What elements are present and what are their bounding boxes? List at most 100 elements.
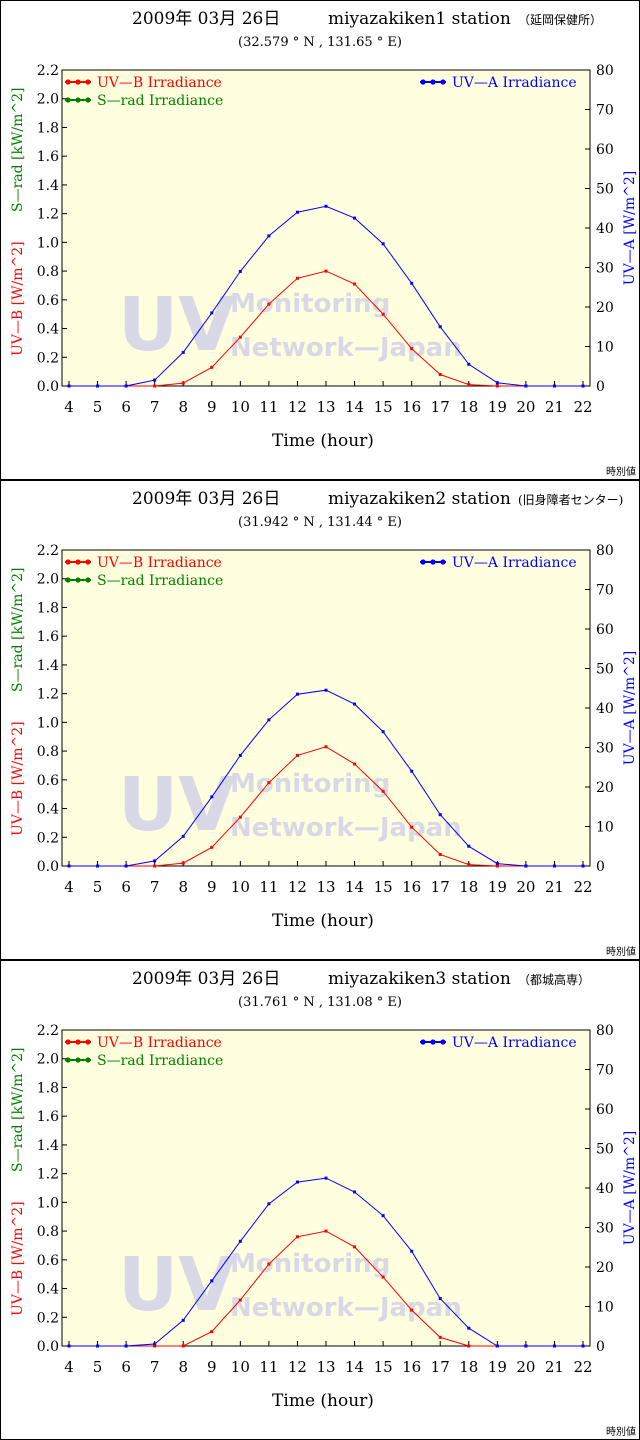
chart-location: (旧身障者センター) [518,492,623,507]
x-tick-label: 21 [545,878,564,896]
legend-uvb-swatch-dot [65,79,71,85]
chart-coords: (32.579 ° N , 131.65 ° E) [238,35,402,50]
right-tick-label: 70 [596,583,614,599]
legend-uvb-swatch-dot [85,1039,91,1045]
uva-axis-label: UV—A [W/m^2] [622,651,638,765]
data-point-uva [467,844,471,848]
legend-srad-label: S—rad Irradiance [97,573,223,589]
data-point-uvb [467,863,471,867]
left-tick-label: 0.2 [37,830,59,846]
legend-uva-swatch-dot [440,79,446,85]
legend-uva-label: UV—A Irradiance [452,1035,577,1051]
x-tick-label: 13 [316,1358,335,1376]
data-point-uvb [410,825,414,829]
x-tick-label: 7 [150,398,160,416]
left-tick-label: 0.2 [37,350,59,366]
data-point-uva [153,1342,157,1346]
x-tick-label: 14 [345,1358,364,1376]
x-tick-label: 10 [231,398,250,416]
watermark-line1: Monitoring [230,1249,390,1279]
legend-srad-swatch-dot [75,1057,81,1063]
left-axis-label-group: UV—B [W/m^2] S—rad [kW/m^2] [10,1048,26,1316]
watermark-line2: Network—Japan [230,333,462,363]
legend-srad-swatch-dot [85,1057,91,1063]
data-point-uva [581,864,585,868]
data-point-uvb [324,1229,328,1233]
data-point-uvb [324,745,328,749]
x-tick-label: 15 [374,398,393,416]
right-axis-label-group: UV—A [W/m^2] [622,171,638,285]
chart-location: （延岡保健所） [518,13,602,27]
data-point-uvb [467,383,471,387]
uvb-axis-label: UV—B [W/m^2] [10,1201,26,1316]
x-tick-label: 12 [288,1358,307,1376]
data-point-uvb [238,335,242,339]
right-tick-label: 20 [596,780,614,796]
legend-uva-swatch-dot [440,1039,446,1045]
x-tick-label: 4 [64,878,74,896]
left-tick-label: 0.6 [37,773,59,789]
left-tick-label: 1.8 [37,120,59,136]
x-tick-label: 20 [516,1358,535,1376]
legend-uva-swatch-dot [430,1039,436,1045]
x-tick-label: 18 [459,1358,478,1376]
data-point-uvb [267,781,271,785]
x-tick-label: 10 [231,878,250,896]
data-point-uva [210,795,214,799]
data-point-uva [67,1344,71,1348]
chart-station: miyazakiken3 station [328,969,511,989]
footer-note: 時別値 [606,1425,636,1438]
x-tick-label: 20 [516,878,535,896]
right-tick-label: 40 [596,701,614,717]
legend-srad-swatch-dot [75,577,81,583]
data-point-uva [438,325,442,329]
x-tick-label: 20 [516,398,535,416]
data-point-uva [295,692,299,696]
data-point-uva [495,862,499,866]
legend-srad-swatch-dot [85,577,91,583]
x-tick-label: 8 [178,398,188,416]
chart-station: miyazakiken1 station [328,9,511,29]
legend-uva-label: UV—A Irradiance [452,75,577,91]
data-point-uva [181,834,185,838]
data-point-uva [581,384,585,388]
chart-date: 2009年 03月 26日 [132,9,280,29]
right-tick-label: 80 [596,63,614,79]
legend-uvb-label: UV—B Irradiance [97,555,222,571]
x-tick-label: 22 [573,398,592,416]
data-point-uvb [295,753,299,757]
legend-srad-swatch-dot [65,577,71,583]
legend-uvb-label: UV—B Irradiance [97,1035,222,1051]
data-point-uva [410,1249,414,1253]
left-tick-label: 2.0 [37,92,59,108]
legend-uva-label: UV—A Irradiance [452,555,577,571]
x-tick-label: 19 [488,1358,507,1376]
left-tick-label: 1.6 [37,1109,59,1125]
data-point-uvb [181,381,185,385]
x-tick-label: 19 [488,398,507,416]
x-tick-label: 17 [431,1358,450,1376]
legend-uvb-label: UV—B Irradiance [97,75,222,91]
x-tick-label: 11 [259,398,278,416]
left-tick-label: 0.6 [37,1253,59,1269]
x-tick-label: 6 [121,878,131,896]
left-tick-label: 2.0 [37,572,59,588]
x-tick-label: 22 [573,878,592,896]
data-point-uva [124,1344,128,1348]
x-tick-label: 10 [231,1358,250,1376]
left-tick-label: 0.4 [37,1282,59,1298]
left-tick-label: 1.6 [37,149,59,165]
data-point-uvb [353,1245,357,1249]
left-tick-label: 1.4 [37,178,59,194]
x-tick-label: 17 [431,398,450,416]
uvb-axis-label: UV—B [W/m^2] [10,721,26,836]
x-tick-label: 6 [121,398,131,416]
legend-srad-label: S—rad Irradiance [97,1053,223,1069]
data-point-uvb [410,347,414,351]
data-point-uva [181,350,185,354]
legend-uva-swatch-dot [430,559,436,565]
legend-uvb-swatch-dot [65,559,71,565]
right-tick-label: 80 [596,543,614,559]
left-tick-label: 1.4 [37,1138,59,1154]
data-point-uvb [438,853,442,857]
